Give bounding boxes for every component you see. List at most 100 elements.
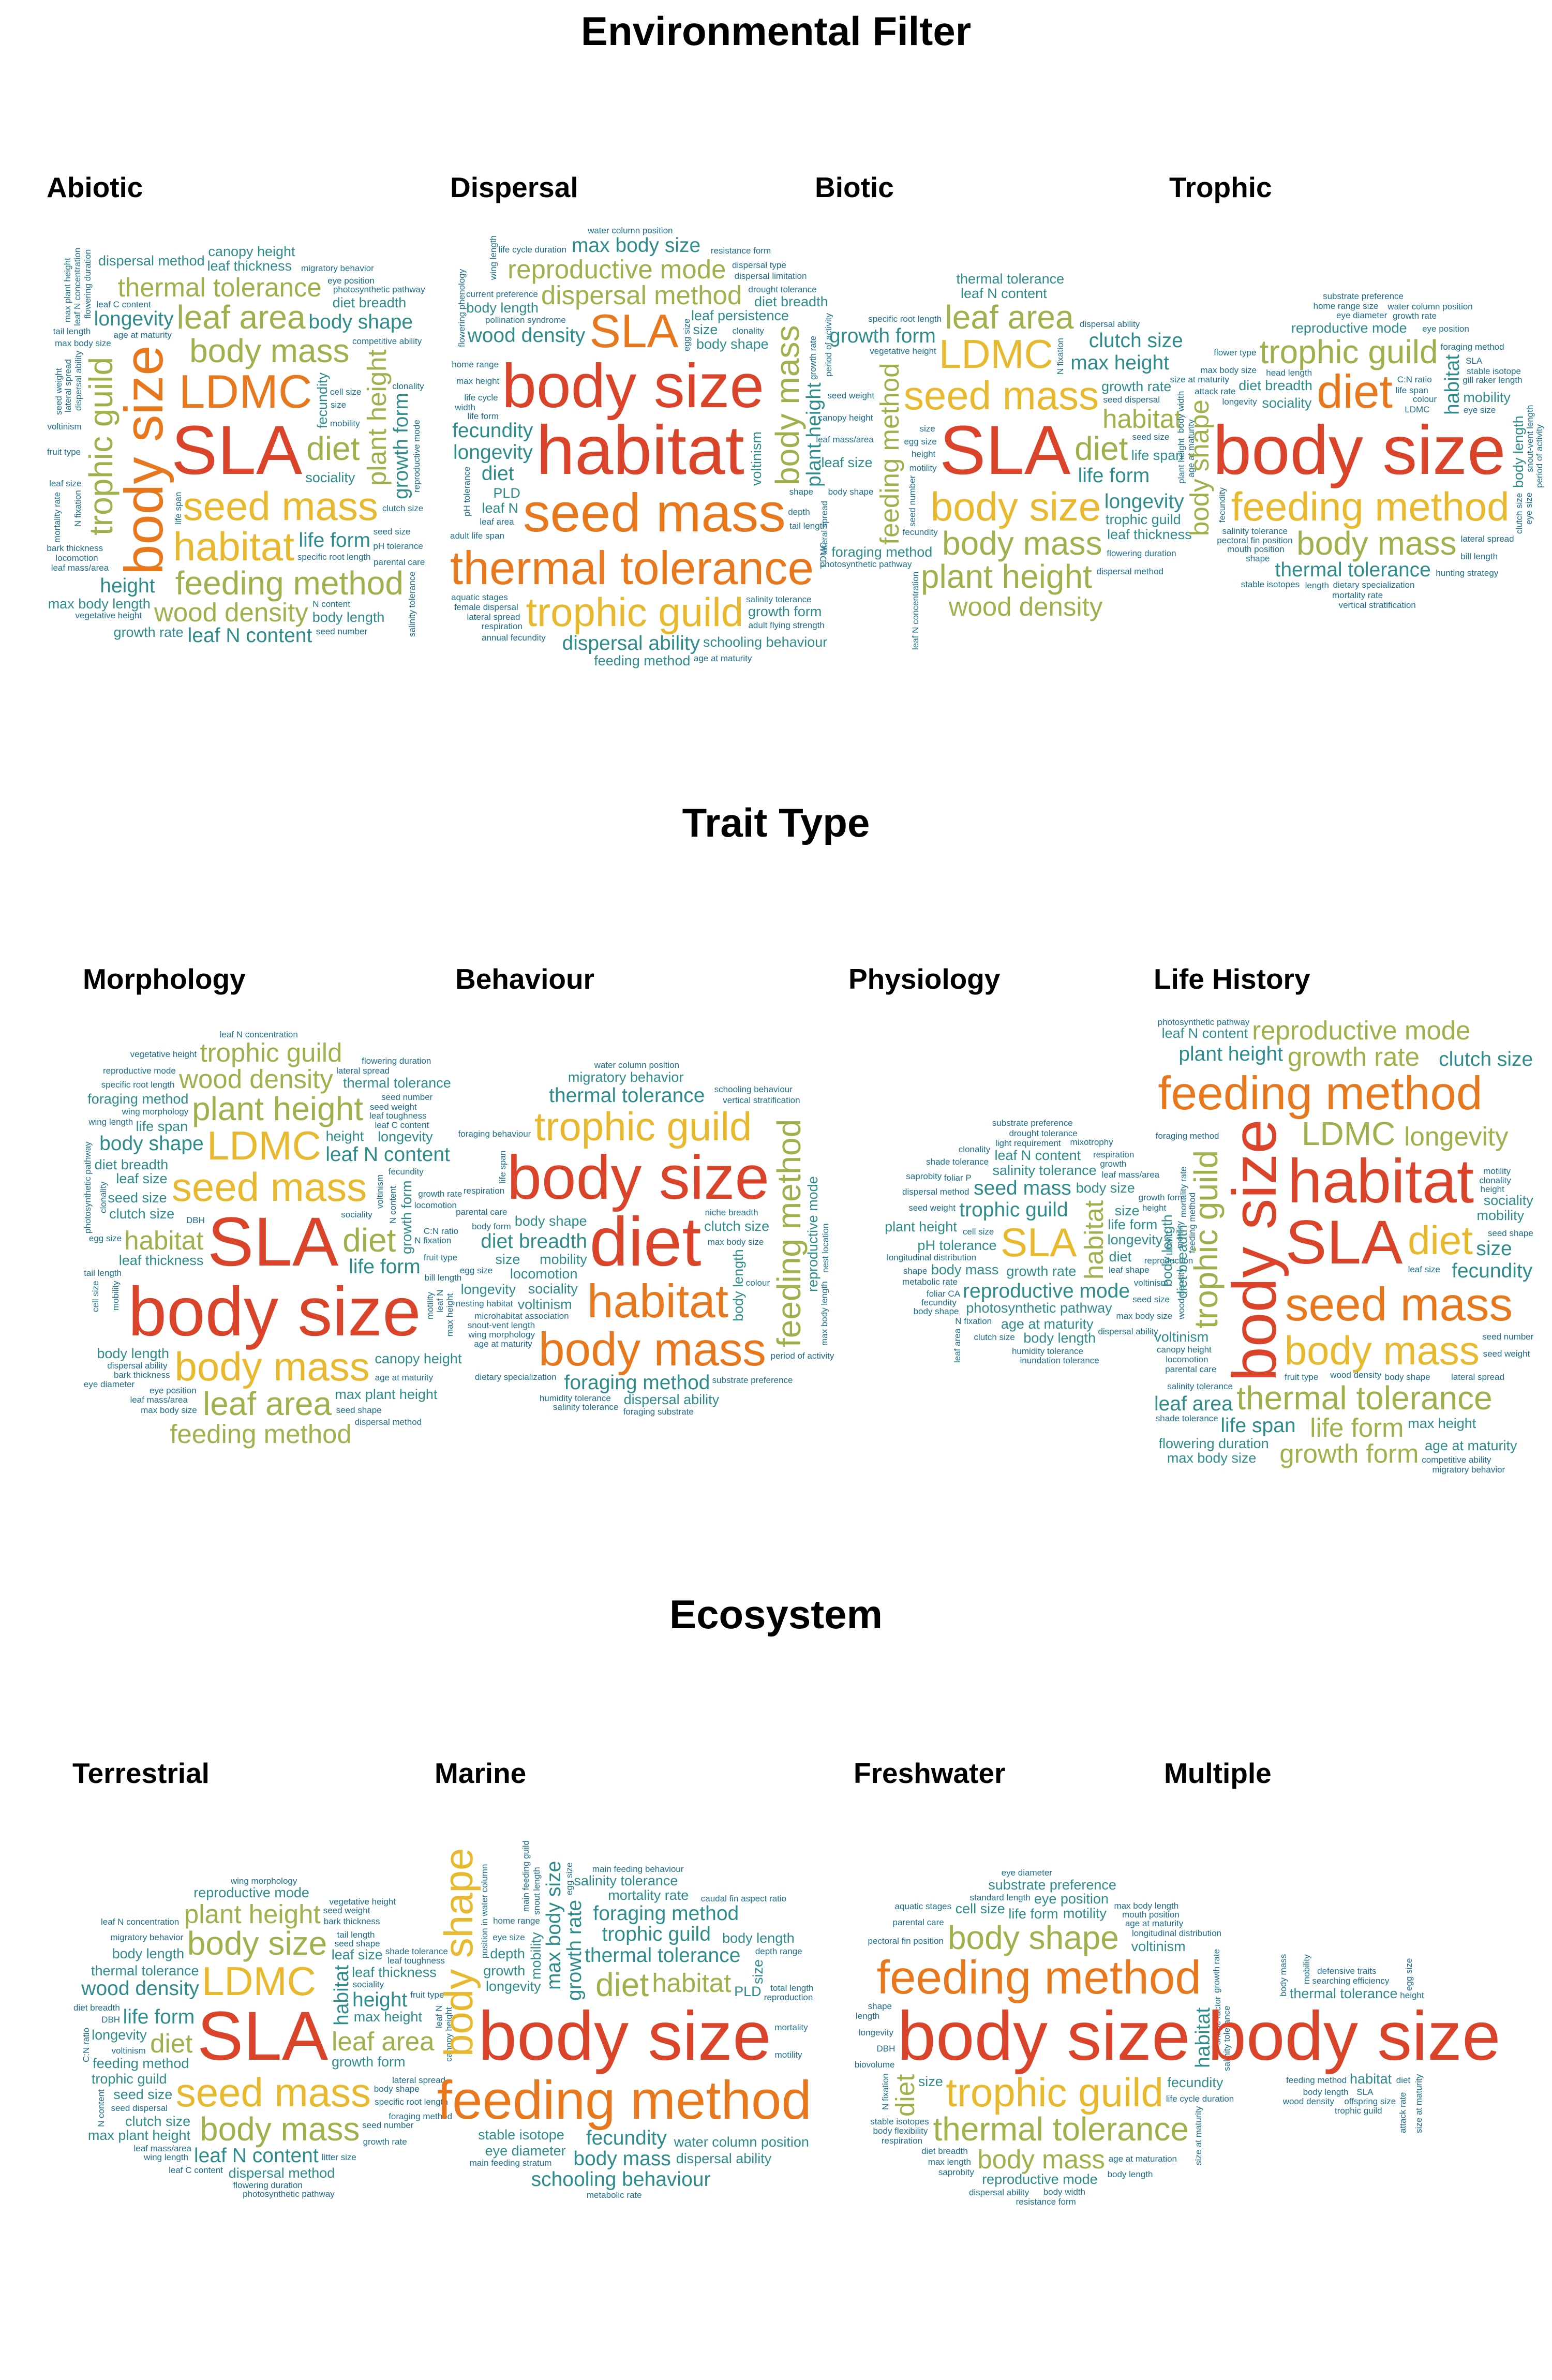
cloud-word: seed weight — [53, 367, 64, 415]
cloud-word: clutch size — [1439, 1048, 1533, 1070]
cloud-word: foliar CA — [926, 1288, 961, 1299]
cloud-word: fruit type — [47, 447, 81, 457]
word-cloud: body size feeding method trophic guild ther… — [854, 1803, 1236, 2269]
cloud-word: thermal tolerance — [343, 1075, 451, 1091]
cloud-word: trophic guild — [959, 1198, 1068, 1221]
cloud-word: metabolic rate — [586, 2190, 642, 2200]
cloud-word: leaf N concentration — [219, 1030, 298, 1040]
cloud-word: body mass — [538, 1323, 766, 1376]
cloud-word: parental care — [892, 1917, 944, 1928]
cloud-word: trophic guild — [91, 2071, 167, 2087]
cloud-word: max height — [444, 1293, 455, 1336]
panel-marine: Marine body size feeding method body shape… — [435, 1757, 817, 2274]
cloud-word: wing morphology — [468, 1329, 535, 1340]
cloud-word: SLA — [197, 1998, 329, 2075]
cloud-word: bark thickness — [113, 1370, 170, 1380]
cloud-word: eye position — [150, 1386, 197, 1396]
cloud-word: SLA — [1466, 355, 1483, 366]
cloud-word: thermal tolerance — [1275, 558, 1431, 581]
cloud-word: niche breadth — [705, 1208, 758, 1218]
cloud-word: body size — [930, 484, 1101, 530]
cloud-word: fecundity — [452, 420, 533, 442]
cloud-word: foliar P — [944, 1173, 972, 1183]
panel-behaviour: Behaviour diet body size habitat body mass t… — [455, 962, 838, 1480]
cloud-word: substrate preference — [992, 1118, 1073, 1128]
cloud-word: mobility — [540, 1252, 587, 1268]
cloud-word: respiration — [481, 621, 523, 631]
cloud-word: dispersal type — [732, 260, 786, 270]
cloud-word: lateral spread — [336, 1066, 390, 1076]
cloud-word: pH tolerance — [462, 466, 472, 516]
cloud-word: dispersal method — [902, 1186, 969, 1197]
word-cloud: habitat body size seed mass thermal toleran… — [450, 217, 833, 683]
cloud-word: diet — [1396, 2075, 1411, 2086]
cloud-word: vegetative height — [75, 610, 142, 620]
cloud-word: leaf C content — [169, 2165, 223, 2176]
cloud-word: life cycle — [464, 393, 498, 403]
cloud-word: resistance form — [710, 246, 771, 256]
cloud-word: trophic guild — [1334, 2106, 1382, 2116]
cloud-word: C:N ratio — [81, 2028, 92, 2063]
cloud-word: body size — [1219, 1119, 1289, 1381]
cloud-word: respiration — [881, 2135, 923, 2146]
cloud-word: body mass — [931, 1262, 999, 1278]
cloud-word: N content — [388, 1186, 398, 1224]
cloud-word: sociality — [305, 470, 355, 486]
cloud-word: N content — [312, 599, 350, 609]
cloud-word: mortality rate — [1178, 1166, 1189, 1217]
cloud-word: eye diameter — [485, 2143, 566, 2159]
cloud-word: habitat — [1350, 2071, 1392, 2087]
cloud-word: leaf N concentration — [101, 1917, 180, 1927]
cloud-word: leaf N content — [194, 2144, 319, 2167]
cloud-word: life cycle duration — [1166, 2094, 1234, 2104]
cloud-word: seed number — [907, 475, 917, 527]
cloud-word: leaf N content — [187, 624, 312, 647]
word-cloud: SLA body size habitat seed mass feeding meth… — [1154, 1009, 1536, 1475]
cloud-word: shade tolerance — [1155, 1413, 1218, 1423]
cloud-word: fecundity — [586, 2126, 667, 2149]
cloud-word: trophic guild — [82, 356, 120, 536]
cloud-word: dispersal ability — [1098, 1326, 1158, 1336]
cloud-word: height — [325, 1128, 364, 1144]
cloud-word: body length — [1107, 2169, 1153, 2179]
cloud-word: body shape — [1384, 1372, 1430, 1382]
cloud-word: DBH — [876, 2044, 896, 2054]
cloud-word: body shape — [1185, 399, 1215, 537]
panel-title: Biotic — [815, 171, 894, 203]
cloud-word: growth rate — [113, 624, 184, 640]
cloud-word: height — [100, 575, 155, 598]
cloud-word: clutch size — [974, 1332, 1015, 1342]
cloud-word: longevity — [1404, 1122, 1509, 1152]
cloud-word: clutch size — [109, 1206, 175, 1222]
cloud-word: salinity tolerance — [553, 1402, 619, 1412]
cloud-word: max body length — [819, 1281, 830, 1346]
cloud-word: life cycle duration — [498, 244, 566, 255]
cloud-word: habitat — [1441, 354, 1464, 415]
cloud-word: adult flying strength — [748, 620, 825, 630]
cloud-word: body size — [478, 1998, 771, 2075]
cloud-word: diet — [481, 462, 514, 485]
cloud-word: seed number — [362, 2120, 414, 2130]
cloud-word: stable isotopes — [870, 2117, 929, 2127]
cloud-word: SLA — [939, 412, 1071, 489]
cloud-word: fecundity — [1452, 1259, 1533, 1282]
cloud-word: growth rate — [363, 2137, 407, 2147]
panel-title: Multiple — [1164, 1757, 1272, 1789]
word-cloud: body size diet feeding method body mass trop… — [1169, 217, 1552, 683]
cloud-word: seed mass — [523, 483, 786, 544]
cloud-word: migratory behavior — [301, 263, 374, 274]
cloud-word: seed size — [1132, 432, 1170, 442]
cloud-word: fruit type — [423, 1253, 458, 1263]
cloud-word: current preference — [466, 289, 538, 299]
cloud-word: clonality — [958, 1144, 991, 1154]
cloud-word: parental care — [456, 1207, 508, 1217]
cloud-word: lateral spread — [467, 612, 520, 622]
cloud-word: size — [1476, 1237, 1512, 1260]
cloud-word: motility — [1483, 1166, 1511, 1177]
cloud-word: diet breadth — [754, 293, 828, 309]
cloud-word: gill raker length — [1463, 375, 1523, 385]
cloud-word: microhabitat association — [474, 1311, 569, 1321]
cloud-word: body size — [507, 1142, 770, 1212]
cloud-word: plant height — [192, 1090, 363, 1128]
cloud-word: vertical stratification — [1338, 600, 1416, 611]
